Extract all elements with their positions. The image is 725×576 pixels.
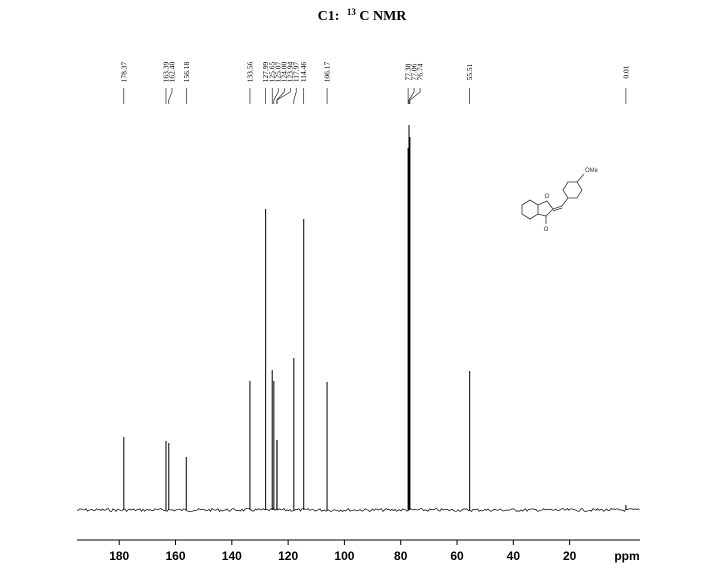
peak-leader bbox=[273, 88, 279, 104]
peak-leader bbox=[168, 88, 173, 104]
peak-label: 106.17 bbox=[323, 61, 332, 82]
peak-label: 156.18 bbox=[182, 61, 191, 82]
peak-leader bbox=[409, 88, 421, 104]
x-tick-label: 20 bbox=[563, 549, 577, 563]
peak-label: 0.01 bbox=[621, 65, 630, 78]
peak-label: 55.51 bbox=[465, 63, 474, 80]
peak-label: 178.37 bbox=[119, 61, 128, 82]
peak-leader bbox=[408, 88, 415, 104]
x-tick-label: 140 bbox=[222, 549, 242, 563]
peak-label: 114.46 bbox=[299, 62, 308, 83]
x-tick-label: 40 bbox=[507, 549, 521, 563]
x-axis-label: ppm bbox=[614, 549, 639, 563]
x-tick-label: 120 bbox=[278, 549, 298, 563]
peak-label: 76.74 bbox=[416, 63, 425, 80]
peak-label: 117.97 bbox=[292, 62, 301, 83]
x-tick-label: 60 bbox=[450, 549, 464, 563]
peak-label: 124.00 bbox=[280, 61, 289, 82]
baseline bbox=[76, 507, 640, 513]
peak-leader bbox=[276, 88, 291, 104]
chart-title: C1: 13 C NMR bbox=[318, 4, 408, 24]
title-main: C NMR bbox=[359, 9, 407, 24]
peak-label: 125.65 bbox=[268, 61, 277, 82]
peak-label: 127.99 bbox=[261, 61, 270, 82]
peak-label: 125.07 bbox=[274, 61, 283, 82]
structure-label: OMe bbox=[585, 168, 599, 174]
x-tick-label: 180 bbox=[109, 549, 129, 563]
structure-atom: O bbox=[544, 227, 549, 233]
structure-atom: O bbox=[545, 194, 550, 200]
peak-label: 133.56 bbox=[245, 61, 254, 82]
structure bbox=[521, 173, 585, 224]
peak-leader bbox=[293, 88, 297, 104]
peak-label: 77.38 bbox=[404, 63, 413, 80]
peak-label: 163.39 bbox=[161, 61, 170, 82]
x-tick-label: 160 bbox=[166, 549, 186, 563]
peak-label: 162.40 bbox=[167, 61, 176, 82]
title-prefix: C1: bbox=[318, 9, 340, 24]
peak-label: 123.94 bbox=[286, 61, 295, 82]
title-superscript: 13 bbox=[347, 7, 357, 17]
peak-label: 77.06 bbox=[410, 63, 419, 80]
x-tick-label: 80 bbox=[394, 549, 408, 563]
x-tick-label: 100 bbox=[334, 549, 354, 563]
